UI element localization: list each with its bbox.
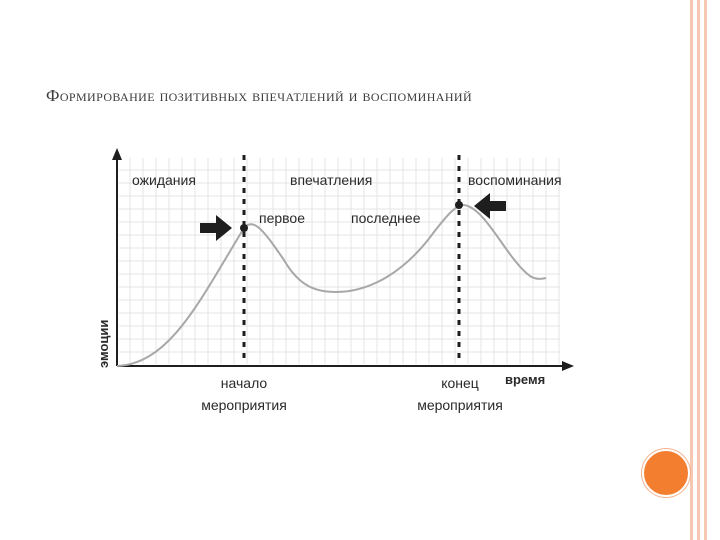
x-axis-arrow-icon (562, 361, 574, 371)
label-expectations: ожидания (132, 172, 196, 188)
emotion-curve (116, 203, 547, 367)
frame-line-inner (697, 0, 700, 540)
y-axis-label: эмоции (96, 320, 111, 368)
slide-title: Формирование позитивных впечатлений и во… (46, 86, 473, 105)
y-axis-arrow-icon (112, 148, 122, 160)
frame-line-outer-right (704, 0, 707, 540)
last-impression-point (455, 201, 463, 209)
end-label-line2: мероприятия (417, 397, 503, 413)
start-label-line2: мероприятия (201, 397, 287, 413)
label-last: последнее (351, 210, 421, 226)
start-label-line1: начало (221, 375, 268, 391)
label-first: первое (259, 210, 305, 226)
x-axis-label: время (505, 372, 545, 387)
label-memories: воспоминания (468, 172, 562, 188)
label-impressions: впечатления (290, 172, 372, 188)
frame-line-outer-left (690, 0, 693, 540)
left-arrow-icon (474, 193, 506, 219)
right-arrow-icon (200, 215, 232, 241)
grid (119, 158, 560, 364)
first-impression-point (240, 224, 248, 232)
accent-circle-icon (642, 449, 690, 497)
end-label-line1: конец (441, 375, 479, 391)
